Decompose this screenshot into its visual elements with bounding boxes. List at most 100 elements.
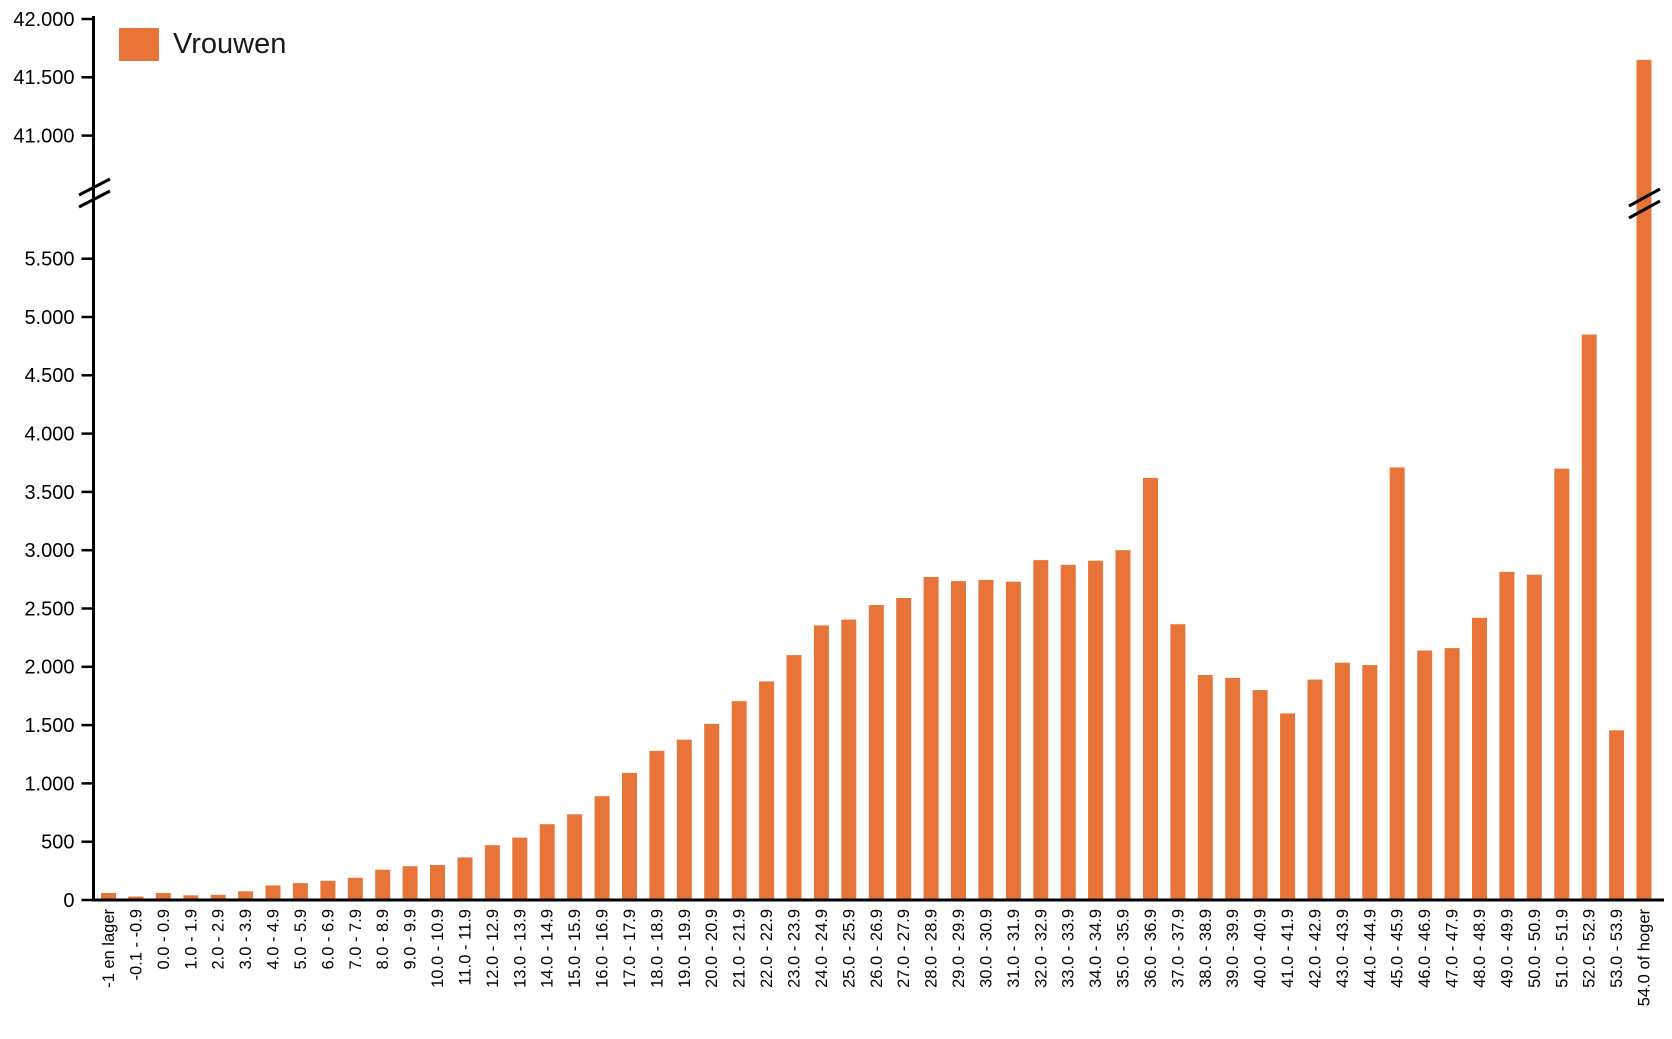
bar-22.0 - 22.9 (759, 681, 775, 900)
y-tick-label: 41.000 (13, 126, 74, 148)
x-tick-label: 29.0 - 29.9 (950, 909, 968, 988)
bar-2.0 - 2.9 (210, 894, 226, 900)
bar-24.0 - 24.9 (813, 625, 829, 900)
y-tick-label: 1.500 (24, 715, 74, 737)
bar-23.0 - 23.9 (786, 655, 802, 900)
x-tick-label: 40.0 - 40.9 (1252, 909, 1270, 988)
x-tick-label: 28.0 - 28.9 (923, 909, 941, 988)
bar-29.0 - 29.9 (951, 581, 966, 900)
bar-41.0 - 41.9 (1280, 713, 1296, 900)
x-tick-label: 39.0 - 39.9 (1224, 909, 1242, 988)
x-tick-label: 30.0 - 30.9 (977, 909, 995, 988)
y-tick-label: 3.000 (24, 540, 74, 562)
x-tick-label: 2.0 - 2.9 (210, 909, 228, 970)
bar-28.0 - 28.9 (923, 577, 939, 900)
x-tick-label: 15.0 - 15.9 (566, 909, 584, 988)
y-tick-label: 2.500 (24, 598, 74, 620)
x-tick-label: 51.0 - 51.9 (1553, 909, 1571, 988)
x-tick-label: 45.0 - 45.9 (1389, 909, 1407, 988)
bar-44.0 - 44.9 (1362, 665, 1378, 900)
bar-48.0 - 48.9 (1472, 617, 1487, 900)
bar-1.0 - 1.9 (183, 895, 199, 900)
x-tick-label: 38.0 - 38.9 (1197, 909, 1215, 988)
bar-10.0 - 10.9 (430, 865, 445, 900)
bar-30.0 - 30.9 (978, 579, 994, 900)
x-tick-label: 21.0 - 21.9 (731, 909, 749, 988)
bar-35.0 - 35.9 (1115, 550, 1131, 900)
x-tick-label: 42.0 - 42.9 (1307, 909, 1325, 988)
bar--0.1 - -0.9 (128, 896, 144, 900)
x-tick-label: 36.0 - 36.9 (1142, 909, 1160, 988)
y-tick-label: 500 (41, 832, 74, 854)
x-tick-label: 46.0 - 46.9 (1416, 909, 1434, 988)
bar-37.0 - 37.9 (1170, 624, 1186, 900)
x-tick-label: 20.0 - 20.9 (703, 909, 721, 988)
x-tick-label: 23.0 - 23.9 (786, 909, 804, 988)
bar-17.0 - 17.9 (622, 772, 637, 900)
x-tick-label: 1.0 - 1.9 (182, 909, 200, 970)
bar-32.0 - 32.9 (1033, 560, 1049, 900)
x-tick-label: 3.0 - 3.9 (237, 909, 255, 970)
bar-13.0 - 13.9 (512, 837, 528, 900)
x-tick-label: 5.0 - 5.9 (292, 909, 310, 970)
y-tick-label: 1.000 (24, 773, 74, 795)
y-tick-label: 3.500 (24, 482, 74, 504)
x-tick-label: 33.0 - 33.9 (1060, 909, 1078, 988)
x-tick-label: 48.0 - 48.9 (1471, 909, 1489, 988)
bar-9.0 - 9.9 (402, 866, 418, 900)
x-tick-label: 0.0 - 0.9 (155, 909, 173, 970)
x-tick-label: 49.0 - 49.9 (1498, 909, 1516, 988)
bar-21.0 - 21.9 (731, 701, 747, 900)
x-tick-label: 53.0 - 53.9 (1608, 909, 1626, 988)
y-tick-label: 4.000 (24, 424, 74, 446)
bar-12.0 - 12.9 (484, 845, 500, 900)
y-tick-label: 2.000 (24, 657, 74, 679)
bar-27.0 - 27.9 (896, 598, 912, 900)
bar-11.0 - 11.9 (457, 857, 473, 900)
bar-52.0 - 52.9 (1581, 334, 1597, 900)
bar-26.0 - 26.9 (868, 605, 884, 900)
x-tick-label: 44.0 - 44.9 (1361, 909, 1379, 988)
legend-swatch-vrouwen (119, 28, 159, 61)
x-tick-label: 19.0 - 19.9 (676, 909, 694, 988)
x-tick-label: 9.0 - 9.9 (402, 909, 420, 970)
x-tick-label: 16.0 - 16.9 (594, 909, 612, 988)
axis-break-slash (1628, 199, 1661, 220)
bar-25.0 - 25.9 (841, 619, 857, 900)
bar-6.0 - 6.9 (320, 880, 336, 900)
bar-46.0 - 46.9 (1417, 650, 1433, 900)
bar--1 en lager (101, 893, 116, 900)
bar-34.0 - 34.9 (1088, 560, 1104, 900)
bar-20.0 - 20.9 (704, 723, 720, 900)
x-tick-label: 43.0 - 43.9 (1334, 909, 1352, 988)
x-tick-label: 14.0 - 14.9 (539, 909, 557, 988)
y-tick-label: 5.000 (24, 307, 74, 329)
bar-50.0 - 50.9 (1526, 574, 1542, 900)
x-tick-label: 31.0 - 31.9 (1005, 909, 1023, 988)
x-tick-label: 41.0 - 41.9 (1279, 909, 1297, 988)
x-tick-label: 54.0 of hoger (1636, 909, 1654, 1007)
bar-5.0 - 5.9 (292, 883, 308, 900)
bar-19.0 - 19.9 (676, 739, 692, 900)
x-tick-label: 17.0 - 17.9 (621, 909, 639, 988)
x-tick-label: 6.0 - 6.9 (319, 909, 337, 970)
axis-break-slash (78, 177, 111, 197)
y-tick-label: 41.500 (13, 67, 74, 89)
x-tick-label: 37.0 - 37.9 (1169, 909, 1187, 988)
bar-39.0 - 39.9 (1225, 677, 1241, 900)
bar-42.0 - 42.9 (1307, 679, 1323, 900)
bar-53.0 - 53.9 (1609, 730, 1625, 900)
bar-51.0 - 51.9 (1554, 468, 1570, 900)
x-tick-label: 52.0 - 52.9 (1581, 909, 1599, 988)
y-tick-label: 0 (63, 890, 74, 912)
bar-43.0 - 43.9 (1334, 662, 1350, 900)
x-tick-label: 47.0 - 47.9 (1444, 909, 1462, 988)
legend: Vrouwen (119, 28, 286, 61)
y-tick-label: 4.500 (24, 365, 74, 387)
x-tick-label: 4.0 - 4.9 (265, 909, 283, 970)
bar-4.0 - 4.9 (265, 885, 281, 900)
bar-31.0 - 31.9 (1005, 581, 1021, 900)
axis-break-slash (78, 189, 111, 209)
